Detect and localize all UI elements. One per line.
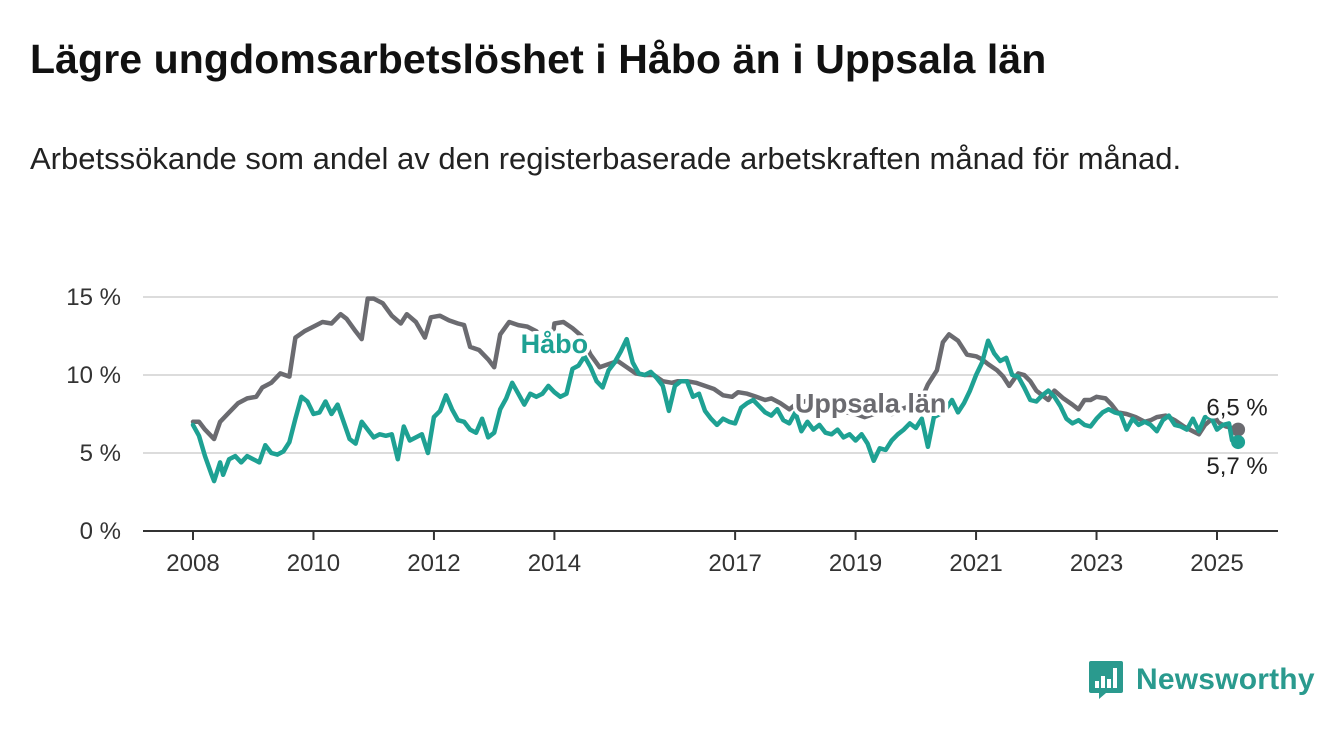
newsworthy-logo-icon (1089, 661, 1123, 699)
gridlines (143, 296, 1278, 532)
series-end-marker-uppsala-l-n (1231, 422, 1246, 437)
series-end-marker-h-bo (1231, 435, 1246, 450)
series-labels: Håbo Uppsala län 6,5 % 5,7 % (517, 326, 1271, 483)
brand-logo: Newsworthy (1088, 660, 1315, 700)
end-value-label-uppsala-l-n: 6,5 % (1206, 395, 1267, 422)
x-tick-label: 2014 (528, 550, 581, 577)
y-tick-label: 15 % (66, 284, 121, 311)
x-tick-label: 2019 (829, 550, 882, 577)
x-tick-label: 2010 (287, 550, 340, 577)
x-tick-label: 2023 (1070, 550, 1123, 577)
page-subtitle: Arbetssökande som andel av den registerb… (30, 141, 1182, 176)
x-tick-label: 2021 (949, 550, 1002, 577)
series-label-h-bo: Håbo (521, 329, 589, 359)
y-axis-ticks: 0 % 5 % 10 % 15 % (66, 284, 121, 545)
y-tick-label: 0 % (80, 518, 121, 545)
x-axis-ticks: 2008 2010 2012 2014 2017 2019 2021 2023 2025 (166, 531, 1244, 577)
x-tick-label: 2012 (407, 550, 460, 577)
page-title: Lägre ungdomsarbetslöshet i Håbo än i Up… (30, 36, 1047, 82)
x-tick-label: 2017 (708, 550, 761, 577)
series-line-uppsala-l-n (190, 296, 1241, 442)
series-lines (190, 296, 1246, 484)
x-tick-label: 2008 (166, 550, 219, 577)
end-value-label-h-bo: 5,7 % (1206, 453, 1267, 480)
brand-name: Newsworthy (1136, 663, 1315, 696)
x-tick-label: 2025 (1190, 550, 1243, 577)
series-line-h-bo (190, 336, 1241, 484)
y-tick-label: 5 % (80, 440, 121, 467)
y-tick-label: 10 % (66, 362, 121, 389)
series-label-uppsala-l-n: Uppsala län (795, 388, 947, 418)
